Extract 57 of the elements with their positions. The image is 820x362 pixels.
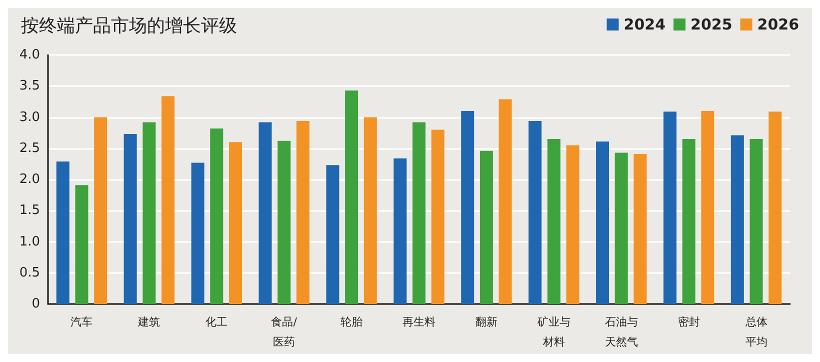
bar: [191, 162, 204, 304]
y-tick-label: 3.5: [19, 78, 40, 94]
bar: [278, 140, 291, 304]
bar: [258, 122, 272, 304]
y-tick-label: 2.5: [19, 140, 40, 156]
bar: [614, 152, 628, 304]
bar: [210, 128, 224, 304]
y-tick-label: 0.5: [19, 265, 40, 280]
x-tick-label: 密封: [678, 316, 700, 328]
bar: [768, 112, 782, 304]
y-tick-label: 4.0: [19, 48, 40, 62]
bar: [296, 120, 310, 304]
x-tick-label: 化工: [206, 316, 228, 328]
bar: [498, 99, 512, 304]
bar: [596, 142, 610, 304]
bar: [94, 117, 108, 304]
bar: [394, 158, 407, 304]
x-tick-label: 食品/医药: [271, 316, 298, 348]
x-tick-label: 石油与天然气: [604, 316, 638, 348]
bar: [412, 122, 426, 304]
bar: [56, 161, 70, 304]
bar: [364, 117, 377, 304]
bar: [750, 139, 763, 304]
bar: [142, 122, 156, 304]
bar: [701, 111, 714, 304]
bar: [124, 134, 137, 304]
bar: [461, 111, 474, 304]
chart-title: 按终端产品市场的增长评级: [21, 16, 237, 36]
bar: [480, 150, 493, 304]
x-tick-label: 翻新: [475, 316, 498, 328]
bar: [162, 96, 175, 304]
y-tick-label: 1.5: [19, 203, 40, 218]
bar: [566, 145, 580, 304]
bar: [528, 120, 542, 304]
bar: [634, 154, 647, 304]
y-tick-label: 0: [32, 296, 40, 312]
bar: [682, 139, 696, 304]
bar: [547, 139, 560, 304]
bar: [326, 165, 340, 304]
x-tick-label: 总体平均: [744, 316, 768, 348]
y-tick-label: 3.0: [19, 110, 40, 125]
y-tick-label: 1.0: [19, 234, 40, 250]
legend-label: 2025: [690, 16, 732, 34]
bar: [75, 185, 88, 304]
legend-label: 2026: [757, 16, 799, 34]
x-tick-label: 再生料: [402, 316, 436, 328]
x-tick-label: 轮胎: [340, 316, 363, 328]
bar: [663, 112, 676, 304]
bar: [228, 142, 242, 304]
x-tick-label: 矿业与材料: [536, 316, 570, 348]
x-tick-label: 汽车: [70, 316, 93, 328]
x-tick-label: 建筑: [137, 316, 160, 328]
bar: [431, 130, 444, 304]
y-tick-label: 2.0: [19, 172, 40, 187]
bar: [730, 135, 744, 304]
bar: [345, 90, 358, 304]
legend-label: 2024: [624, 16, 666, 34]
